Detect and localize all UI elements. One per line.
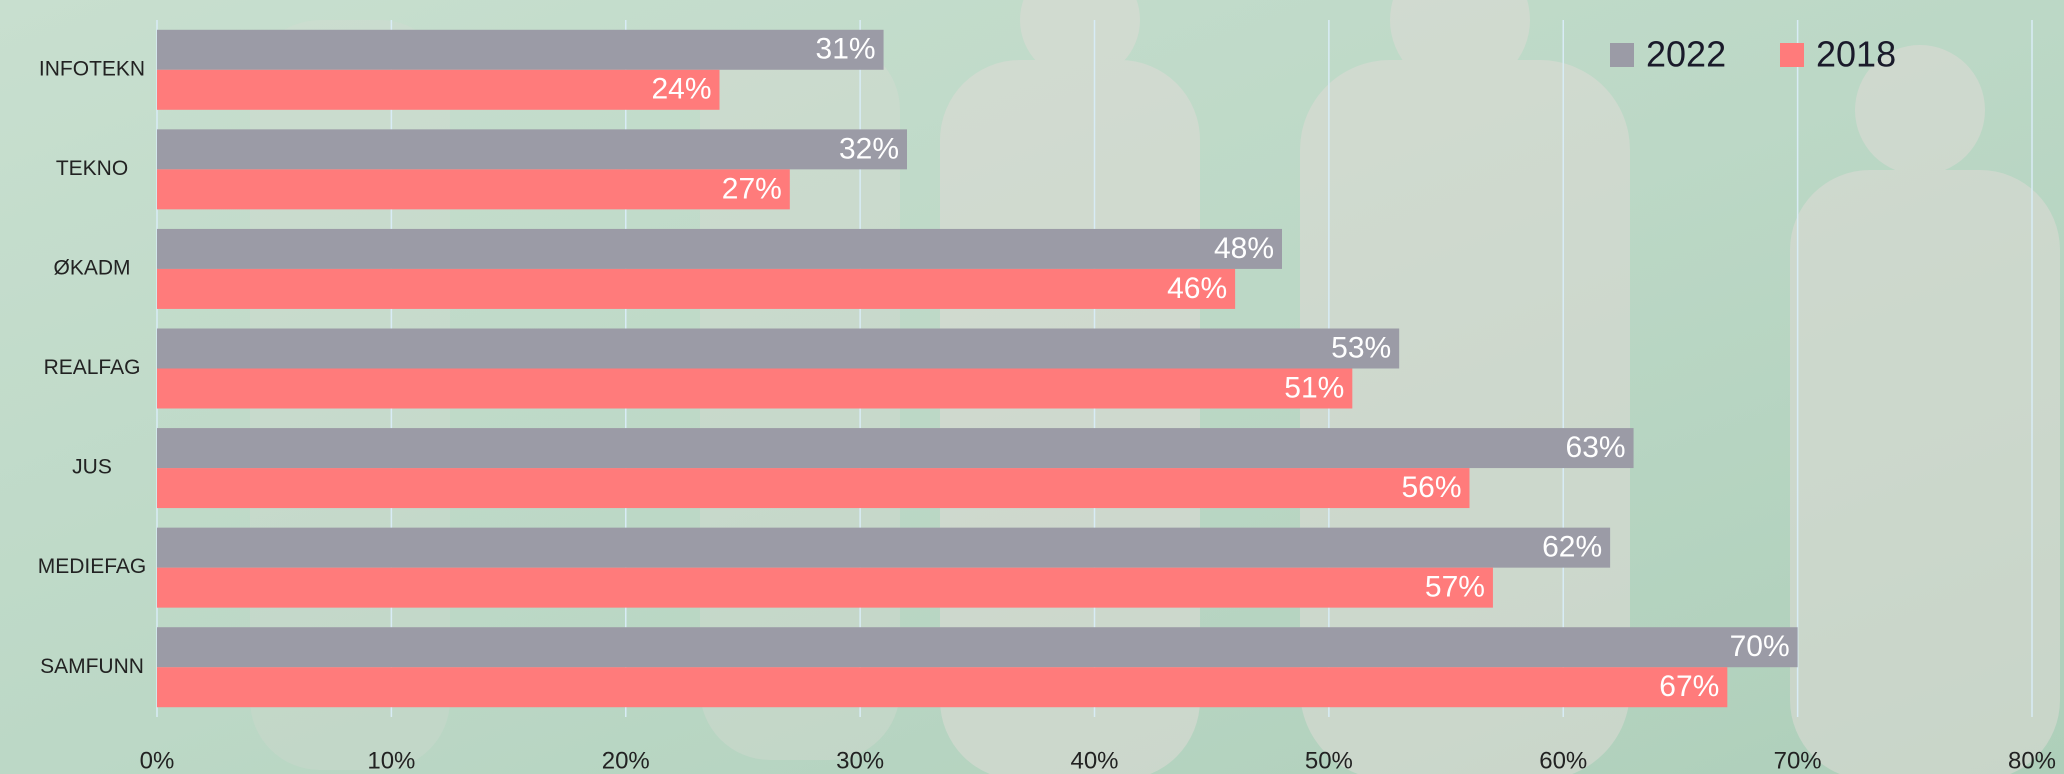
value-label: 67% [1659,670,1719,703]
bar [157,70,720,110]
legend-label: 2022 [1646,34,1726,75]
x-tick-label: 80% [2008,747,2056,774]
chart: 0% 10% 20% 30% 40% 50% 60% 70% 80% INFOTEKN 31% 24%… [0,0,2064,774]
x-tick-label: 70% [1774,747,1822,774]
value-label: 57% [1425,571,1485,604]
bar [157,329,1399,369]
value-label: 51% [1284,371,1344,404]
value-label: 27% [722,172,782,205]
x-tick-label: 50% [1305,747,1353,774]
x-tick-label: 40% [1070,747,1118,774]
bar [157,528,1610,568]
x-tick-label: 10% [367,747,415,774]
bar [157,30,884,70]
category-label: REALFAG [44,356,141,379]
legend-swatch [1610,43,1634,67]
bar [157,129,907,169]
bar [157,627,1798,667]
bar [157,428,1634,468]
value-label: 56% [1401,471,1461,504]
legend-swatch [1780,43,1804,67]
value-label: 31% [816,33,876,66]
value-label: 48% [1214,232,1274,265]
category-label: INFOTEKN [39,57,145,80]
bar [157,568,1493,608]
value-label: 46% [1167,272,1227,305]
category-label: ØKADM [53,256,130,279]
value-label: 53% [1331,331,1391,364]
bar [157,468,1470,508]
x-tick-label: 60% [1539,747,1587,774]
bar [157,667,1727,707]
x-tick-label: 30% [836,747,884,774]
bar [157,369,1352,409]
value-label: 32% [839,132,899,165]
bar [157,229,1282,269]
category-label: JUS [72,456,112,479]
x-tick-label: 20% [602,747,650,774]
value-label: 62% [1542,531,1602,564]
value-label: 70% [1730,630,1790,663]
value-label: 63% [1566,431,1626,464]
x-tick-label: 0% [140,747,175,774]
legend-label: 2018 [1816,34,1896,75]
category-label: SAMFUNN [40,655,144,678]
category-label: TEKNO [56,157,128,180]
category-label: MEDIEFAG [38,555,147,578]
value-label: 24% [651,73,711,106]
bar [157,269,1235,309]
bar [157,169,790,209]
